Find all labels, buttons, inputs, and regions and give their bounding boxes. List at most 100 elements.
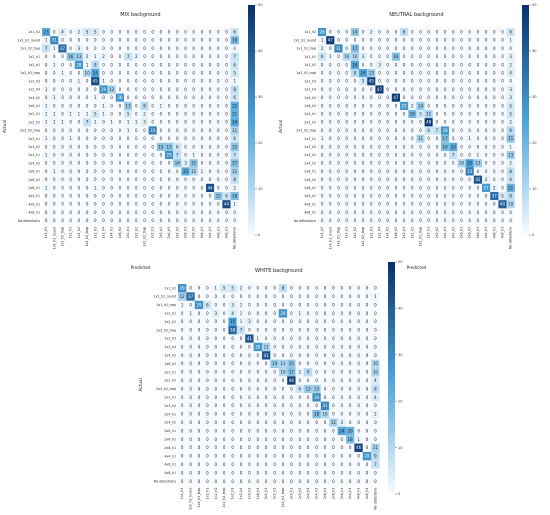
cell-value: 0 — [362, 202, 365, 207]
cell-value: 1 — [45, 185, 48, 190]
cell-value: 0 — [419, 218, 422, 223]
cell-value: 0 — [341, 445, 344, 450]
heatmap-cell — [342, 118, 351, 127]
cell-value: 0 — [324, 328, 327, 333]
cell-value: 0 — [209, 120, 212, 125]
cell-value: 0 — [349, 361, 352, 366]
cell-value: 0 — [403, 71, 406, 76]
cell-value: 0 — [168, 194, 171, 199]
heatmap-cell — [91, 159, 100, 168]
heatmap-cell — [173, 52, 182, 61]
cell-value: 0 — [427, 136, 430, 141]
cell-value: 0 — [143, 144, 146, 149]
cell-value: 0 — [257, 428, 260, 433]
heatmap-cell — [383, 159, 392, 168]
cell-value: 0 — [411, 144, 414, 149]
cell-value: 0 — [299, 361, 302, 366]
heatmap-cell — [99, 44, 108, 53]
heatmap-cell — [295, 435, 304, 444]
heatmap-cell — [270, 401, 279, 410]
heatmap-cell — [156, 183, 165, 192]
heatmap-cell — [287, 443, 296, 452]
x-tick-label: 1x4_h2 — [386, 227, 390, 239]
cell-value: 0 — [374, 437, 377, 442]
heatmap-cell — [66, 93, 75, 102]
cell-value: 0 — [265, 319, 268, 324]
cell-value: 0 — [53, 161, 56, 166]
cell-value: 0 — [290, 412, 293, 417]
cell-value: 0 — [477, 87, 480, 92]
cell-value: 0 — [119, 194, 122, 199]
heatmap-cell — [194, 309, 204, 318]
cell-value: 0 — [374, 428, 377, 433]
heatmap-cell — [506, 175, 515, 184]
cell-value: 0 — [468, 120, 471, 125]
heatmap-cell — [66, 192, 75, 201]
heatmap-cell — [304, 359, 313, 368]
heatmap-cell — [312, 300, 321, 310]
cell-value: 0 — [189, 470, 192, 475]
heatmap-cell — [83, 200, 92, 209]
y-tick-label: 2x2_h2_trap — [156, 387, 176, 391]
heatmap-cell — [230, 36, 239, 45]
cell-value: 0 — [102, 128, 105, 133]
cell-value: 0 — [493, 30, 496, 35]
heatmap-cell — [498, 110, 507, 119]
heatmap-cell — [383, 60, 392, 69]
cell-value: 0 — [135, 79, 138, 84]
cell-value: 5 — [509, 103, 512, 108]
cell-value: 0 — [366, 319, 369, 324]
x-tick-label: 2x2_h2 — [273, 488, 277, 500]
cell-value: 0 — [181, 428, 184, 433]
cell-value: 0 — [307, 445, 310, 450]
heatmap-cell — [253, 342, 262, 352]
cell-value: 0 — [217, 112, 220, 117]
heatmap-cell — [482, 69, 491, 78]
cell-value: 0 — [366, 344, 369, 349]
heatmap-cell — [383, 118, 392, 127]
heatmap-cell — [165, 60, 174, 69]
heatmap-cell — [262, 368, 271, 377]
cell-value: 0 — [119, 120, 122, 125]
cell-value: 0 — [370, 144, 373, 149]
heatmap-cell — [490, 216, 499, 225]
cell-value: 0 — [102, 62, 105, 67]
heatmap-cell — [457, 216, 466, 225]
colorbar-tick-label: 0 — [258, 233, 261, 237]
cell-value: 0 — [386, 169, 389, 174]
cell-value: 1 — [94, 54, 97, 59]
cell-value: 0 — [273, 353, 276, 358]
heatmap-cell — [124, 110, 133, 119]
heatmap-cell — [334, 200, 343, 209]
cell-value: 0 — [321, 202, 324, 207]
heatmap-cell — [490, 192, 499, 201]
heatmap-cell — [214, 208, 223, 217]
cell-value: 0 — [468, 54, 471, 59]
cell-value: 0 — [257, 370, 260, 375]
cell-value: 0 — [69, 194, 72, 199]
heatmap-cell — [326, 77, 335, 86]
heatmap-cell — [473, 167, 482, 176]
heatmap-cell — [350, 183, 359, 192]
heatmap-cell — [140, 69, 149, 78]
heatmap-cell — [482, 85, 491, 94]
cell-value: 0 — [362, 87, 365, 92]
cell-value: 0 — [184, 136, 187, 141]
cell-value: 0 — [257, 361, 260, 366]
cell-value: 0 — [45, 144, 48, 149]
x-tick-label: 2x3_h1 — [427, 227, 431, 239]
cell-value: 0 — [248, 454, 251, 459]
y-tick-label: 4x8_h1 — [28, 211, 40, 215]
cell-value: 0 — [248, 403, 251, 408]
heatmap-cell — [441, 167, 450, 176]
cell-value: 0 — [225, 136, 228, 141]
heatmap-cell — [156, 200, 165, 209]
cell-value: 0 — [168, 62, 171, 67]
cell-value: 0 — [411, 194, 414, 199]
heatmap-cell — [359, 167, 368, 176]
heatmap-cell — [228, 477, 237, 486]
heatmap-cell — [367, 36, 376, 45]
heatmap-cell — [50, 69, 59, 78]
x-tick-label: 2x2_h2 — [410, 227, 414, 239]
heatmap-cell — [262, 468, 271, 478]
